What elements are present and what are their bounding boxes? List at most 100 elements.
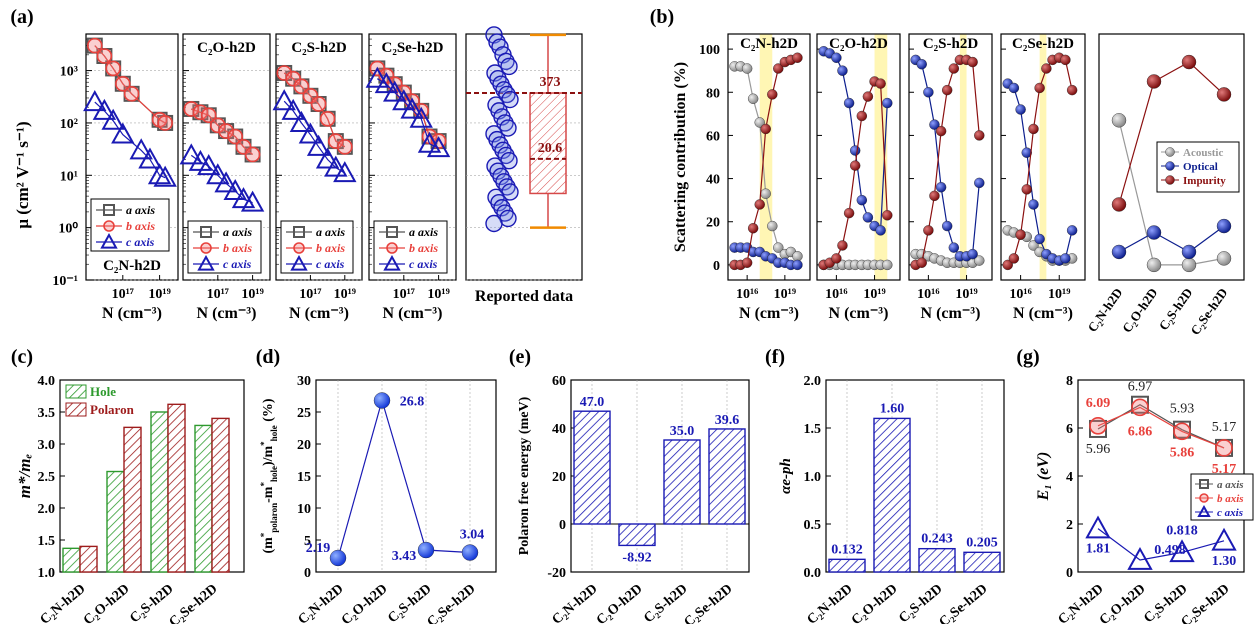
panel-f-letter: (f) — [765, 346, 785, 368]
data-point-a — [293, 78, 310, 95]
data-point-b — [856, 194, 868, 206]
plot-frame — [1098, 33, 1245, 281]
data-point-summary — [1216, 87, 1232, 102]
ylabel-part: (m — [261, 537, 276, 554]
data-point-a — [83, 90, 107, 112]
data-point-b — [967, 56, 978, 68]
series-line-g — [1097, 528, 1225, 561]
ylabel-mobility: μ (cm² V⁻¹ s⁻¹) — [13, 121, 32, 228]
legend-marker — [197, 254, 215, 271]
data-point-summary — [1111, 244, 1127, 260]
data-point-a — [306, 134, 331, 156]
data-label-g: 5.86 — [1170, 445, 1195, 460]
data-point-a — [105, 60, 121, 77]
category-label: C₂N-h2D — [550, 582, 601, 624]
data-point-a — [244, 146, 261, 163]
subplot-title-a: C₂S-h2D — [291, 40, 347, 56]
data-point-a — [223, 178, 247, 201]
data-point-b — [875, 225, 886, 236]
series-line-g — [1097, 404, 1225, 449]
data-point-a — [281, 98, 305, 120]
bar-e — [573, 410, 611, 525]
data-point-b — [837, 240, 848, 251]
ytick-label: 3.0 — [38, 438, 56, 453]
data-point-a — [333, 161, 357, 183]
legend-marker — [293, 242, 305, 254]
bar-e — [663, 439, 701, 525]
reported-point — [497, 52, 515, 71]
legend-marker — [1165, 161, 1175, 171]
category-label: C₂N-h2D — [805, 582, 856, 624]
ytick-label: 40 — [552, 422, 566, 437]
data-point-summary — [1181, 257, 1197, 273]
data-point-b — [1034, 233, 1045, 245]
data-point-b — [760, 123, 771, 135]
data-label-d: 3.04 — [460, 528, 485, 543]
data-point-a — [157, 115, 173, 131]
legend-swatch — [65, 384, 87, 399]
ylabel-g: E₁ (eV) — [1035, 452, 1052, 502]
reported-point — [489, 162, 507, 180]
data-point-g — [1131, 398, 1149, 417]
ylabel-part: -m — [261, 486, 276, 503]
data-point-a — [192, 104, 209, 121]
ytick-label: 1.5 — [804, 422, 822, 437]
legend-label: Optical — [1183, 161, 1218, 173]
data-point-b — [767, 89, 778, 100]
data-point-a — [153, 165, 177, 187]
data-point-b — [1021, 147, 1032, 158]
data-point-b — [941, 84, 953, 96]
legend-label: c axis — [1217, 507, 1243, 519]
series-line-summary — [1118, 225, 1225, 253]
highlight-band — [759, 34, 773, 280]
ytick-label-b: 0 — [713, 259, 720, 274]
plot-frame — [908, 33, 993, 281]
category-label: C₂Se-h2D — [425, 582, 479, 624]
reported-point — [495, 173, 513, 191]
data-point-g — [1085, 515, 1111, 539]
legend-marker — [103, 220, 115, 232]
plot-frame — [275, 33, 363, 281]
ylabel-d: (m*polaron-m*hole)/m*hole (%) — [259, 398, 279, 553]
data-point-b — [747, 93, 759, 104]
legend-label: c axis — [409, 257, 438, 271]
reported-point — [495, 81, 513, 99]
ylabel-f: αe-ph — [778, 458, 794, 494]
data-point-b — [1008, 253, 1020, 264]
ytick-label-a: 10³ — [60, 65, 78, 80]
ytick-label: 0 — [304, 566, 311, 581]
legend-marker — [100, 232, 118, 249]
ytick-label: 1.5 — [38, 534, 56, 549]
ytick-label: 2.0 — [804, 374, 822, 389]
legend-marker — [383, 254, 401, 271]
data-point-b — [948, 63, 960, 74]
bar-c — [211, 417, 230, 573]
data-point-b — [1060, 54, 1071, 66]
panel-a-mobility: (a) μ (cm² V⁻¹ s⁻¹) 10⁻¹ 10⁰ 10¹ 10² 10³ 10¹⁷ 10… — [10, 6, 583, 322]
bar-f — [828, 558, 866, 573]
category-label: C₂O-h2D — [594, 582, 646, 624]
panel-d-letter: (d) — [256, 346, 280, 368]
data-label-f: 0.205 — [966, 535, 998, 550]
data-point-b — [741, 63, 753, 74]
data-point-a — [374, 72, 399, 94]
data-point-b — [760, 188, 771, 199]
panel-e-polaron-energy: (e) -20 0 20 40 60 Polaron free energy (meV) 47… — [509, 346, 750, 624]
data-point-b — [849, 160, 861, 171]
data-point-b — [1021, 184, 1032, 195]
ylabel-part: )/m — [261, 445, 276, 466]
ytick-label: 4 — [1066, 470, 1073, 485]
data-point-a — [336, 139, 353, 155]
data-point-a — [276, 65, 293, 81]
bar-c — [150, 411, 169, 573]
xlabel-a: N (cm⁻³) — [383, 305, 443, 322]
legend-marker — [200, 242, 212, 254]
category-label: C₂Se-h2D — [1179, 582, 1233, 624]
legend-label: b axis — [1217, 493, 1244, 505]
data-point-summary — [1111, 113, 1127, 128]
plot-frame — [727, 33, 811, 281]
data-label-g: 0.498 — [1154, 543, 1186, 558]
data-point-a — [206, 163, 230, 185]
data-point-b — [837, 65, 848, 76]
